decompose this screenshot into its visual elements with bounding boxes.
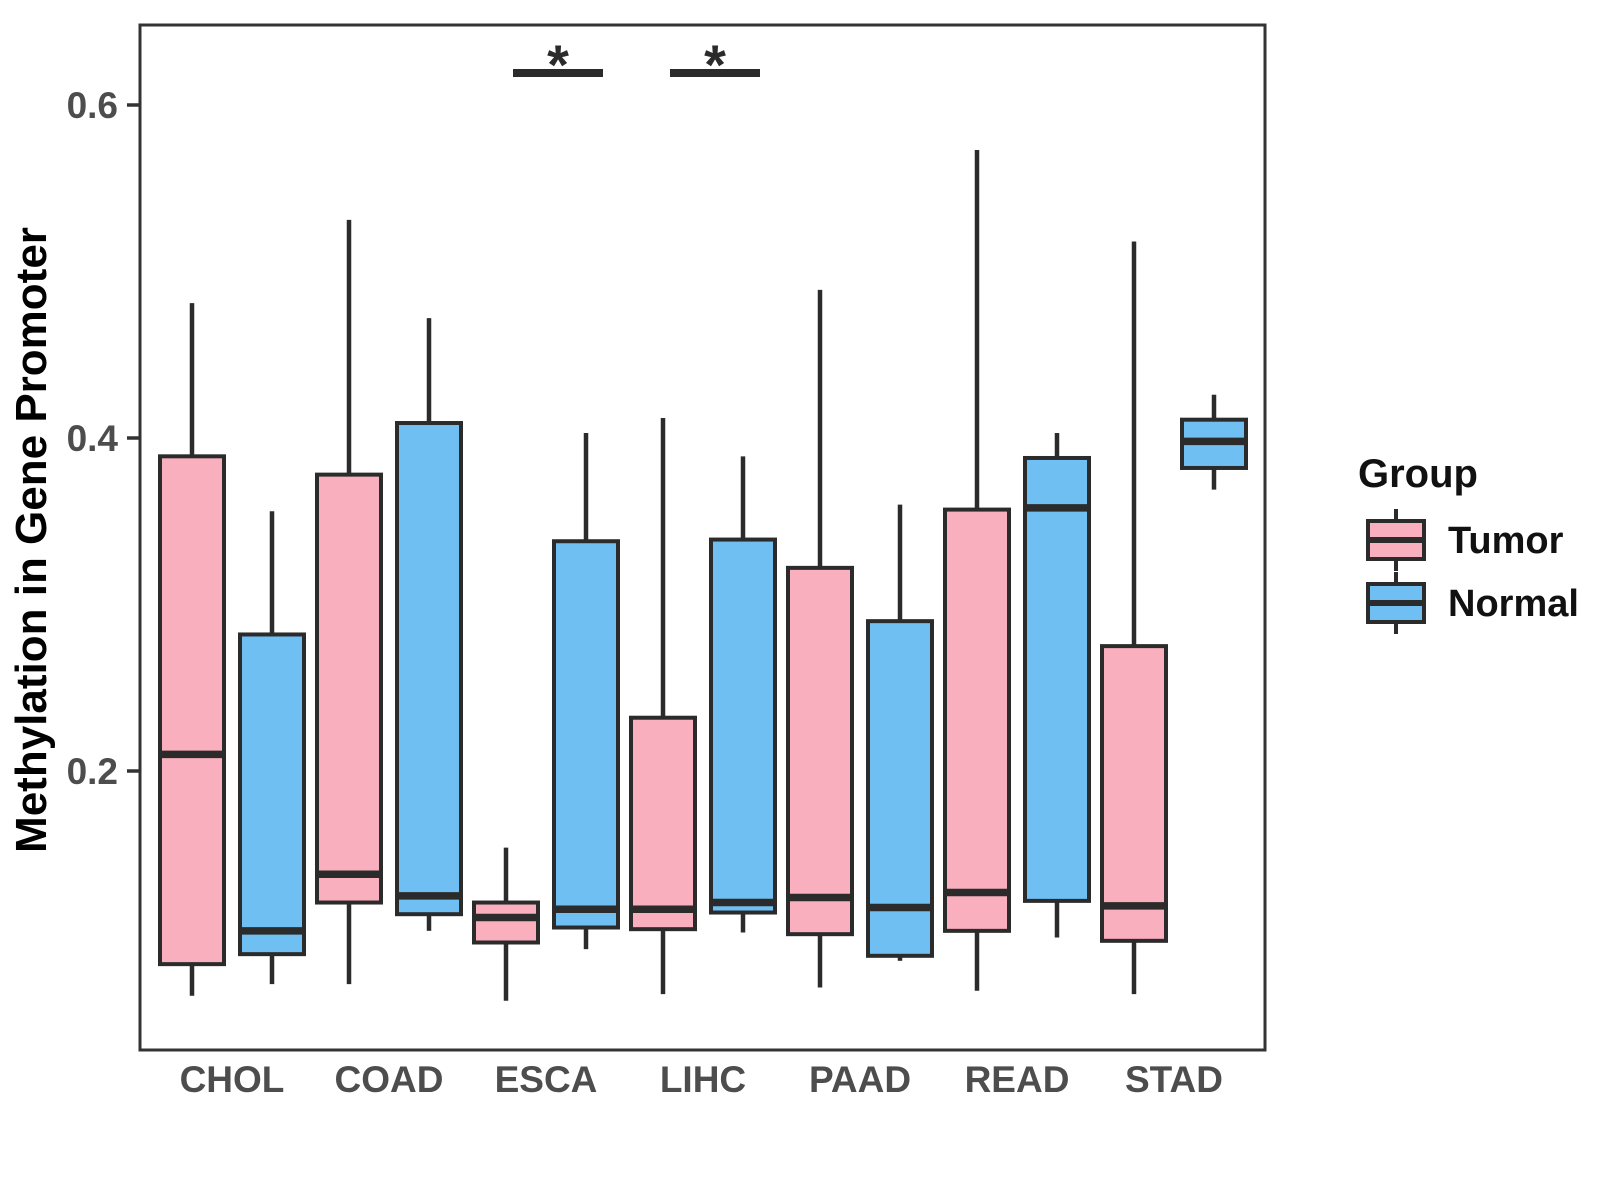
legend-label-tumor: Tumor	[1448, 520, 1564, 562]
significance-star: *	[704, 33, 726, 96]
box-LIHC-normal	[709, 456, 777, 933]
x-tick-label-CHOL: CHOL	[180, 1059, 285, 1100]
iqr-box	[629, 715, 697, 932]
x-tick-label-COAD: COAD	[335, 1059, 444, 1100]
box-CHOL-normal	[238, 511, 306, 985]
significance-bar	[513, 69, 603, 77]
box-LIHC-tumor	[629, 418, 697, 995]
plot-panel	[140, 25, 1265, 1050]
box-READ-tumor	[943, 149, 1011, 991]
box-PAAD-normal	[866, 504, 934, 961]
series-normal	[238, 318, 1248, 985]
box-STAD-tumor	[1100, 241, 1168, 995]
y-tick-label: 0.6	[67, 85, 118, 126]
x-tick-label-LIHC: LIHC	[660, 1059, 746, 1100]
x-tick-label-ESCA: ESCA	[495, 1059, 598, 1100]
legend-label-normal: Normal	[1448, 583, 1579, 625]
x-tick-label-PAAD: PAAD	[809, 1059, 911, 1100]
significance-LIHC: *	[670, 33, 760, 96]
x-tick-label-READ: READ	[965, 1059, 1070, 1100]
iqr-box	[552, 539, 620, 930]
x-tick-label-STAD: STAD	[1125, 1059, 1223, 1100]
iqr-box	[1100, 644, 1168, 943]
iqr-box	[238, 632, 306, 957]
series-tumor	[158, 149, 1168, 1001]
box-ESCA-normal	[552, 433, 620, 950]
iqr-box	[866, 619, 934, 958]
iqr-box	[786, 565, 854, 937]
iqr-box	[943, 507, 1011, 933]
significance-ESCA: *	[513, 33, 603, 96]
legend-key-normal: Normal	[1366, 572, 1579, 634]
box-ESCA-tumor	[472, 847, 540, 1001]
significance-star: *	[547, 33, 569, 96]
box-STAD-normal	[1180, 394, 1248, 490]
iqr-box	[472, 900, 540, 945]
iqr-box	[158, 454, 226, 967]
box-COAD-tumor	[315, 219, 383, 985]
iqr-box	[1023, 455, 1091, 903]
box-COAD-normal	[395, 318, 463, 931]
y-axis-title: Methylation in Gene Promoter	[7, 227, 56, 853]
box-READ-normal	[1023, 433, 1091, 938]
box-PAAD-tumor	[786, 289, 854, 988]
iqr-box	[709, 537, 777, 915]
legend-title: Group	[1358, 452, 1478, 496]
y-tick-label: 0.2	[67, 751, 118, 792]
legend-key-tumor: Tumor	[1366, 509, 1564, 571]
y-tick-label: 0.4	[67, 418, 119, 459]
box-CHOL-tumor	[158, 303, 226, 996]
significance-bar	[670, 69, 760, 77]
iqr-box	[315, 472, 383, 905]
panel-border	[138, 23, 1267, 1052]
legend: Group Tumor Normal	[1358, 452, 1579, 634]
iqr-box	[395, 421, 463, 917]
